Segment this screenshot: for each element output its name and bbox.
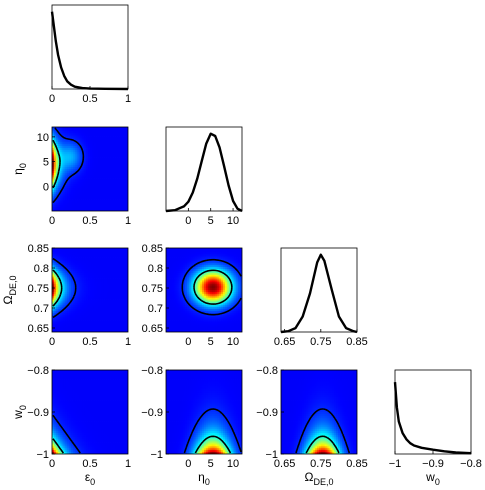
density-map bbox=[52, 248, 128, 332]
y-tick-label: 0.7 bbox=[148, 303, 163, 315]
x-axis-label: ΩDE,0 bbox=[305, 470, 334, 487]
x-tick-label: 5 bbox=[208, 215, 214, 227]
x-tick-label: 5 bbox=[208, 336, 214, 348]
x-tick-label: 0 bbox=[49, 336, 55, 348]
x-tick-label: 0.85 bbox=[346, 336, 367, 348]
x-tick-label: 0.75 bbox=[310, 458, 331, 470]
marginal-curve bbox=[50, 11, 129, 91]
x-tick-label: 0.75 bbox=[310, 336, 331, 348]
marginal-panel: 0 0.5 1 bbox=[49, 4, 131, 105]
x-tick-label: 10 bbox=[227, 215, 239, 227]
panel-frame bbox=[51, 247, 129, 333]
joint-panel: 0 5 10 −1 −0.9 −0.8 bbox=[141, 365, 243, 470]
x-tick-label: 1 bbox=[125, 93, 131, 105]
contour-line bbox=[193, 269, 233, 305]
y-tick-label: 0.8 bbox=[148, 263, 163, 275]
panel-frame bbox=[280, 247, 358, 333]
y-tick-label: 0.7 bbox=[34, 303, 49, 315]
x-tick-label: 0 bbox=[49, 215, 55, 227]
panel-frame bbox=[51, 126, 129, 212]
x-tick-label: 1 bbox=[125, 215, 131, 227]
y-tick-label: −0.8 bbox=[256, 365, 278, 377]
y-tick-label: −1 bbox=[265, 449, 278, 461]
y-axis-label: η0 bbox=[11, 163, 28, 175]
x-tick-label: 0.5 bbox=[82, 93, 97, 105]
marginal-panel: −1 −0.9 −0.8 bbox=[389, 369, 482, 470]
panel-frame bbox=[165, 126, 243, 212]
y-tick-label: 0.75 bbox=[142, 283, 163, 295]
marginal-panel: 0.65 0.75 0.85 bbox=[274, 247, 368, 348]
contour-line bbox=[52, 127, 85, 204]
contour-line bbox=[52, 269, 63, 307]
contour-line bbox=[305, 435, 340, 454]
y-axis-label: w0 bbox=[11, 405, 28, 420]
x-tick-label: 0.5 bbox=[82, 215, 97, 227]
y-tick-label: 0.65 bbox=[28, 323, 49, 335]
joint-panel: 0.65 0.75 0.85 −1 −0.9 −0.8 bbox=[256, 365, 367, 470]
x-tick-label: 0 bbox=[185, 336, 191, 348]
x-tick-label: −0.8 bbox=[460, 458, 482, 470]
x-tick-label: 1 bbox=[125, 458, 131, 470]
x-tick-label: 0.65 bbox=[274, 336, 295, 348]
y-tick-label: 5 bbox=[43, 157, 49, 169]
x-tick-label: 0 bbox=[49, 458, 55, 470]
y-tick-label: −0.9 bbox=[141, 407, 163, 419]
density-map bbox=[52, 370, 128, 454]
y-tick-label: 0.85 bbox=[28, 243, 49, 255]
panel-frame bbox=[165, 247, 243, 333]
y-tick-label: −1 bbox=[36, 449, 49, 461]
marginal-curve bbox=[393, 382, 472, 455]
x-tick-label: 1 bbox=[125, 336, 131, 348]
x-tick-label: 10 bbox=[227, 458, 239, 470]
y-tick-label: 0 bbox=[43, 181, 49, 193]
x-tick-label: −1 bbox=[389, 458, 402, 470]
x-tick-label: 0.65 bbox=[274, 458, 295, 470]
y-tick-label: −0.9 bbox=[256, 407, 278, 419]
y-tick-label: −0.8 bbox=[141, 365, 163, 377]
x-axis-label: η0 bbox=[198, 470, 210, 487]
contour-line bbox=[52, 139, 61, 189]
y-tick-label: −1 bbox=[150, 449, 163, 461]
x-axis-label: w0 bbox=[425, 470, 440, 487]
density-map bbox=[166, 370, 242, 454]
x-tick-label: 0.5 bbox=[82, 458, 97, 470]
y-tick-label: 0.85 bbox=[142, 243, 163, 255]
y-tick-label: 0.75 bbox=[28, 283, 49, 295]
x-tick-label: 0 bbox=[185, 215, 191, 227]
joint-panel: 0 0.5 1 0.65 0.7 0.75 0.8 0.85 bbox=[28, 243, 131, 348]
y-tick-label: −0.9 bbox=[27, 407, 49, 419]
x-tick-label: 0 bbox=[49, 93, 55, 105]
joint-panel: 0 5 10 0.65 0.7 0.75 0.8 0.85 bbox=[142, 243, 243, 348]
x-axis-label: ε0 bbox=[85, 470, 95, 487]
y-axis-label: ΩDE,0 bbox=[1, 276, 18, 305]
y-tick-label: 0.8 bbox=[34, 263, 49, 275]
contour-line bbox=[295, 408, 351, 454]
y-tick-label: 10 bbox=[37, 132, 49, 144]
contour-line bbox=[52, 257, 77, 319]
joint-panel: 0 0.5 1 −1 −0.9 −0.8 bbox=[27, 365, 131, 470]
marginal-curve bbox=[165, 132, 243, 213]
contour-line bbox=[183, 408, 242, 454]
x-tick-label: −0.9 bbox=[422, 458, 444, 470]
y-tick-label: −0.8 bbox=[27, 365, 49, 377]
contour-line bbox=[52, 438, 65, 454]
density-map bbox=[281, 370, 357, 454]
x-tick-label: 0 bbox=[185, 458, 191, 470]
panel-frame bbox=[394, 369, 472, 455]
marginal-panel: 0 5 10 bbox=[165, 126, 243, 227]
x-tick-label: 10 bbox=[227, 336, 239, 348]
marginal-curve bbox=[280, 253, 358, 334]
contour-line bbox=[181, 258, 242, 316]
contour-line bbox=[194, 435, 232, 454]
y-tick-label: 0.65 bbox=[142, 323, 163, 335]
x-tick-label: 5 bbox=[208, 458, 214, 470]
density-map bbox=[166, 248, 242, 332]
x-tick-label: 0.85 bbox=[346, 458, 367, 470]
x-tick-label: 0.5 bbox=[82, 336, 97, 348]
contour-line bbox=[52, 414, 81, 454]
density-map bbox=[52, 127, 128, 211]
